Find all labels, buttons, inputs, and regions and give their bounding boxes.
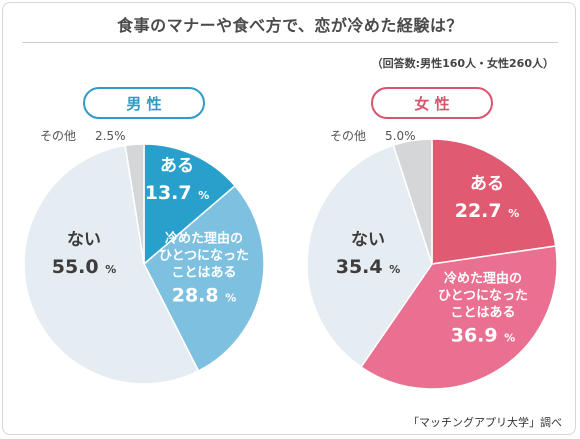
slice-value-number: 22.7 bbox=[455, 200, 509, 222]
slice-value-number: 28.8 bbox=[172, 285, 226, 307]
slice-label: 冷めた理由の bbox=[165, 231, 243, 247]
slice-label: その他 bbox=[40, 129, 76, 143]
title-divider bbox=[22, 42, 558, 43]
pie-slice bbox=[392, 138, 433, 265]
slice-label: ひとつになった bbox=[159, 249, 249, 264]
slice-value: 22.7 % bbox=[455, 200, 520, 222]
pie-title-pill bbox=[83, 87, 205, 119]
pie-slice bbox=[360, 245, 558, 390]
slice-label: ことはある bbox=[450, 306, 515, 321]
slice-label: ある bbox=[470, 174, 504, 194]
pie-title-pill bbox=[371, 87, 493, 119]
slice-value-unit: % bbox=[504, 332, 515, 345]
slice-value-number: 55.0 bbox=[52, 256, 106, 278]
pie-slice bbox=[306, 144, 433, 368]
slice-value-number: 13.7 bbox=[145, 182, 199, 204]
slice-label: 冷めた理由の bbox=[444, 271, 522, 287]
slice-label: その他 bbox=[330, 129, 366, 143]
slice-value: 13.7 % bbox=[145, 182, 210, 204]
slice-value: 35.4 % bbox=[336, 256, 401, 278]
source-note: 「マッチングアプリ大学」調べ bbox=[408, 416, 562, 429]
pie-slice bbox=[143, 184, 265, 372]
slice-value: 5.0% bbox=[385, 129, 416, 143]
slice-label: ことはある bbox=[171, 266, 236, 281]
pie-slice bbox=[23, 144, 200, 385]
slice-value: 28.8 % bbox=[172, 285, 237, 307]
slice-label: ある bbox=[160, 156, 194, 176]
slice-value-number: 36.9 bbox=[451, 325, 505, 347]
slice-value-unit: % bbox=[105, 263, 116, 276]
slice-value-unit: % bbox=[508, 207, 519, 220]
slice-value: 2.5% bbox=[95, 129, 126, 143]
slice-value: 55.0 % bbox=[52, 256, 117, 278]
slice-value-unit: % bbox=[225, 292, 236, 305]
slice-value-number: 35.4 bbox=[336, 256, 390, 278]
slice-label: ない bbox=[67, 230, 101, 250]
chart-title: 食事のマナーや食べ方で、恋が冷めた経験は？ bbox=[117, 16, 463, 35]
slice-value: 36.9 % bbox=[451, 325, 516, 347]
pie-title: 男 性 bbox=[126, 95, 161, 113]
slice-label: ない bbox=[351, 230, 385, 250]
slice-value-unit: % bbox=[198, 189, 209, 202]
slice-value-unit: % bbox=[389, 263, 400, 276]
pie-slice bbox=[124, 143, 145, 265]
pie-title: 女 性 bbox=[414, 95, 449, 113]
pie-slice bbox=[143, 143, 237, 266]
pie-slice bbox=[431, 138, 557, 265]
slice-label: ひとつになった bbox=[438, 289, 528, 304]
sample-size-note: （回答数:男性160人・女性260人） bbox=[371, 57, 554, 70]
